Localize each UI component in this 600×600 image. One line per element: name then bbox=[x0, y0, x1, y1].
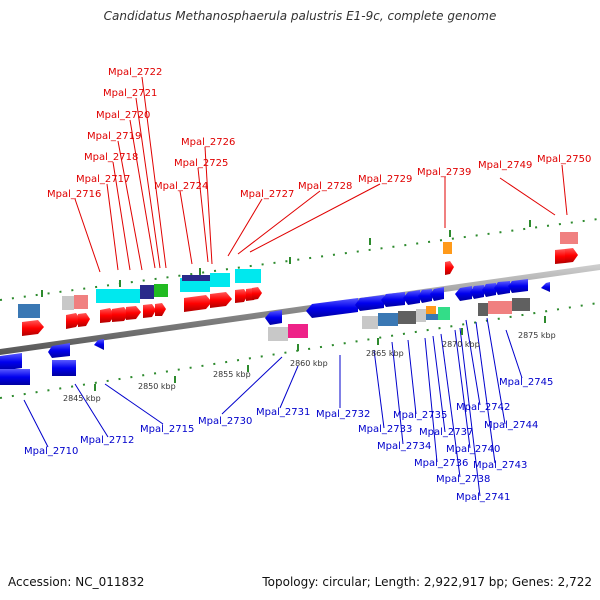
gene-label-top: Mpal_2749 bbox=[478, 160, 532, 171]
ruler-upper-line bbox=[0, 218, 599, 301]
scale-label: 2870 kbp bbox=[442, 340, 480, 349]
genome-backbone bbox=[0, 264, 600, 355]
gene-label-top: Mpal_2719 bbox=[87, 131, 141, 142]
gene-label-bottom: Mpal_2715 bbox=[140, 424, 194, 435]
gene-label-top: Mpal_2716 bbox=[47, 189, 101, 200]
gene-label-bottom: Mpal_2732 bbox=[316, 409, 370, 420]
gene-label-top: Mpal_2720 bbox=[96, 110, 150, 121]
gene-label-top: Mpal_2724 bbox=[154, 181, 208, 192]
gene-label-bottom: Mpal_2743 bbox=[473, 460, 527, 471]
scale-label: 2845 kbp bbox=[63, 394, 101, 403]
gene-label-top: Mpal_2717 bbox=[76, 174, 130, 185]
gene-label-bottom: Mpal_2734 bbox=[377, 441, 431, 452]
genome-summary: Topology: circular; Length: 2,922,917 bp… bbox=[262, 575, 592, 589]
gene-label-bottom: Mpal_2737 bbox=[419, 427, 473, 438]
gene-label-top: Mpal_2718 bbox=[84, 152, 138, 163]
gene-label-top: Mpal_2727 bbox=[240, 189, 294, 200]
gene-label-top: Mpal_2722 bbox=[108, 67, 162, 78]
gene-label-top: Mpal_2721 bbox=[103, 88, 157, 99]
gene-label-bottom: Mpal_2741 bbox=[456, 492, 510, 503]
genome-title: Candidatus Methanosphaerula palustris E1… bbox=[103, 9, 497, 23]
gene-label-bottom: Mpal_2710 bbox=[24, 446, 78, 457]
scale-label: 2855 kbp bbox=[213, 370, 251, 379]
gene-label-bottom: Mpal_2730 bbox=[198, 416, 252, 427]
gene-label-bottom: Mpal_2731 bbox=[256, 407, 310, 418]
gene-label-bottom: Mpal_2740 bbox=[446, 444, 500, 455]
scale-label: 2865 kbp bbox=[366, 349, 404, 358]
reverse-gene-track bbox=[0, 279, 550, 385]
gene-label-bottom: Mpal_2712 bbox=[80, 435, 134, 446]
gene-label-bottom: Mpal_2738 bbox=[436, 474, 490, 485]
gene-label-top: Mpal_2725 bbox=[174, 158, 228, 169]
gene-label-bottom: Mpal_2735 bbox=[393, 410, 447, 421]
gene-label-bottom: Mpal_2733 bbox=[358, 424, 412, 435]
scale-label: 2850 kbp bbox=[138, 382, 176, 391]
gene-label-bottom: Mpal_2745 bbox=[499, 377, 553, 388]
scale-label: 2860 kbp bbox=[290, 359, 328, 368]
bottom-leader-lines bbox=[23, 317, 523, 497]
gene-label-top: Mpal_2750 bbox=[537, 154, 591, 165]
gene-label-bottom: Mpal_2742 bbox=[456, 402, 510, 413]
gene-label-bottom: Mpal_2736 bbox=[414, 458, 468, 469]
top-leader-lines bbox=[74, 76, 568, 273]
forward-gene-track bbox=[18, 232, 578, 336]
gene-label-bottom: Mpal_2744 bbox=[484, 420, 538, 431]
gene-label-top: Mpal_2726 bbox=[181, 137, 235, 148]
scale-label: 2875 kbp bbox=[518, 331, 556, 340]
gene-label-top: Mpal_2729 bbox=[358, 174, 412, 185]
gene-label-top: Mpal_2739 bbox=[417, 167, 471, 178]
ruler-lower-line bbox=[0, 302, 599, 399]
scale-ticks bbox=[41, 220, 546, 391]
gene-label-top: Mpal_2728 bbox=[298, 181, 352, 192]
accession-text: Accession: NC_011832 bbox=[8, 575, 145, 589]
